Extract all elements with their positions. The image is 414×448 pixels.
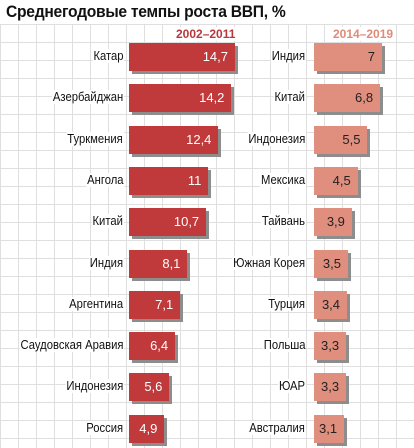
value-label: 12,4 xyxy=(186,131,212,147)
value-label: 4,9 xyxy=(139,420,158,436)
bar xyxy=(314,125,368,154)
category-label: Тайвань xyxy=(261,214,306,229)
value-label: 7,1 xyxy=(155,296,174,312)
value-label: 3,1 xyxy=(319,420,338,436)
category-label: Саудовская Аравия xyxy=(19,338,124,353)
category-label: Азербайджан xyxy=(51,90,124,105)
chart-title: Среднегодовые темпы роста ВВП, % xyxy=(6,2,286,21)
value-label: 3,5 xyxy=(322,255,341,271)
category-label: Ангола xyxy=(85,172,124,187)
value-label: 10,7 xyxy=(173,214,200,230)
bar xyxy=(314,166,358,195)
bar xyxy=(129,373,170,402)
category-label: Китай xyxy=(273,90,306,105)
bar xyxy=(129,332,176,361)
value-label: 8,1 xyxy=(162,255,181,271)
value-label: 3,3 xyxy=(320,379,340,395)
value-label: 3,9 xyxy=(326,214,345,230)
bar xyxy=(314,43,382,71)
category-label: Турция xyxy=(267,296,306,311)
bar xyxy=(129,290,181,319)
category-label: Туркмения xyxy=(66,131,124,146)
bar xyxy=(314,208,352,237)
value-label: 14,7 xyxy=(202,49,228,64)
bar xyxy=(129,43,235,71)
bar xyxy=(314,414,345,443)
value-label: 4,5 xyxy=(332,172,351,188)
category-label: Австралия xyxy=(248,420,306,435)
bar xyxy=(129,414,165,443)
value-label: 3,4 xyxy=(321,296,341,312)
category-label: Россия xyxy=(85,420,124,435)
bar xyxy=(314,332,347,361)
bar xyxy=(129,125,219,154)
bar xyxy=(314,290,348,319)
bar xyxy=(129,166,209,195)
value-label: 14,2 xyxy=(199,90,225,106)
value-label: 6,8 xyxy=(354,90,374,106)
category-label: Мексика xyxy=(260,172,306,187)
bar xyxy=(314,84,381,113)
category-label: Индонезия xyxy=(65,379,124,394)
category-label: Индонезия xyxy=(247,131,306,146)
category-label: Индия xyxy=(88,255,124,270)
category-label: ЮАР xyxy=(278,379,306,394)
category-label: Аргентина xyxy=(68,296,124,311)
period-label-right: 2014–2019 xyxy=(332,27,395,41)
category-label: Китай xyxy=(91,214,124,229)
bar xyxy=(314,373,347,402)
value-label: 3,3 xyxy=(320,338,340,354)
bar xyxy=(129,249,188,278)
category-label: Польша xyxy=(262,338,306,353)
category-label: Катар xyxy=(92,49,124,63)
value-label: 5,6 xyxy=(144,379,163,395)
value-label: 5,5 xyxy=(342,131,361,147)
category-label: Южная Корея xyxy=(232,255,306,270)
value-label: 11 xyxy=(187,172,202,188)
value-label: 6,4 xyxy=(150,338,169,354)
value-label: 7 xyxy=(367,49,375,64)
period-label-left: 2002–2011 xyxy=(175,27,237,41)
category-label: Индия xyxy=(270,49,306,63)
bar xyxy=(129,84,232,113)
bar xyxy=(314,249,348,278)
bar xyxy=(129,208,207,237)
